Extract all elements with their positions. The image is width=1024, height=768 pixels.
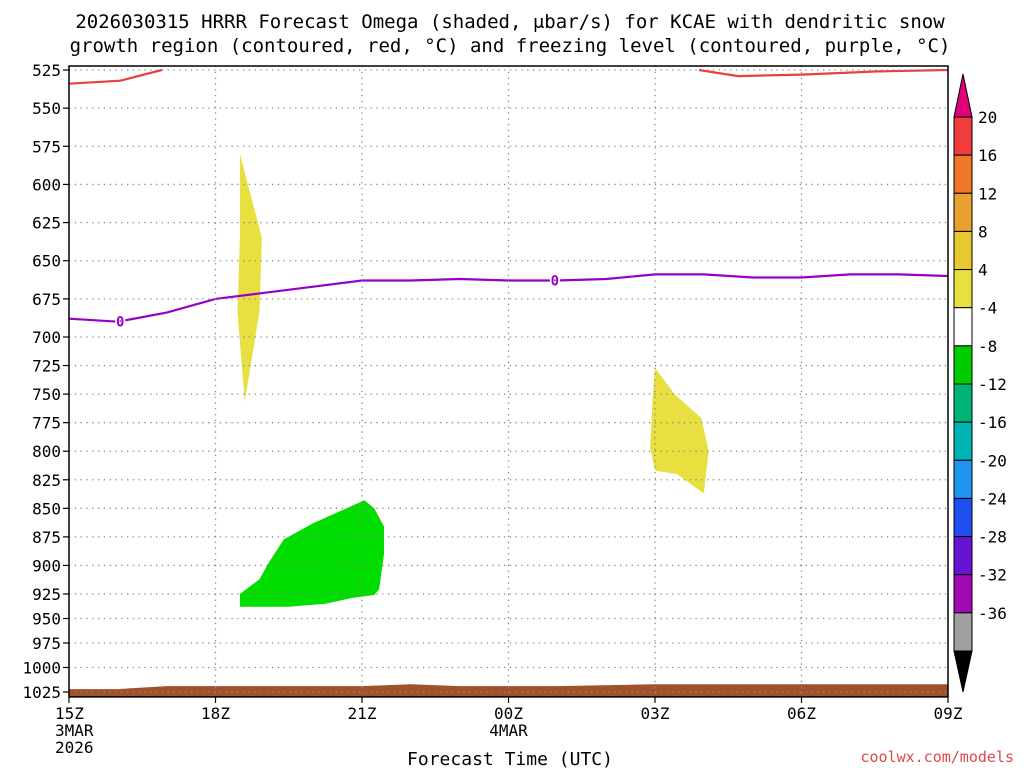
colorbar-top-arrow [953, 73, 973, 118]
axes: 525 550 575 600 625 650 675 700 725 750 775 800 825 8… [22, 61, 962, 757]
x-tick-label-0: 15Z [55, 704, 84, 723]
y-tick-label-14: 875 [32, 528, 61, 547]
freezing-level-label-1: 0 [551, 274, 559, 290]
colorbar-label-1: 16 [978, 146, 997, 165]
plot-area: 00 [69, 68, 948, 697]
colorbar-box-4 [953, 269, 973, 309]
x-tick-year-0: 2026 [55, 738, 94, 757]
plot-frame [68, 65, 949, 698]
colorbar-box-1 [953, 154, 973, 194]
y-tick-label-16: 925 [32, 585, 61, 604]
y-tick-label-13: 850 [32, 499, 61, 518]
colorbar-label-0: 20 [978, 108, 997, 127]
colorbar-box-12 [953, 574, 973, 614]
y-tick-label-20: 1025 [22, 683, 61, 702]
y-tick-label-12: 825 [32, 471, 61, 490]
y-tick-label-6: 675 [32, 290, 61, 309]
y-tick-label-15: 900 [32, 556, 61, 575]
colorbar-box-6 [953, 345, 973, 385]
y-tick-label-1: 550 [32, 99, 61, 118]
colorbar-bottom-arrow [953, 650, 973, 693]
y-tick-label-19: 1000 [22, 659, 61, 678]
y-tick-label-11: 800 [32, 442, 61, 461]
colorbar-box-11 [953, 536, 973, 576]
y-tick-label-5: 650 [32, 252, 61, 271]
x-tick-label-3: 00Z [494, 704, 523, 723]
y-tick-label-8: 725 [32, 357, 61, 376]
y-tick-label-4: 625 [32, 214, 61, 233]
y-tick-label-7: 700 [32, 328, 61, 347]
x-tick-label-6: 09Z [934, 704, 963, 723]
colorbar-label-10: -24 [978, 489, 1007, 508]
dgz-contour-0 [69, 68, 163, 85]
x-tick-label-1: 18Z [201, 704, 230, 723]
colorbar-box-7 [953, 383, 973, 423]
colorbar: 20 16 12 8 4 -4 -8 -12 -16 -20 -24 -28 -32 -36 [953, 73, 1007, 693]
y-tick-label-17: 950 [32, 610, 61, 629]
colorbar-box-2 [953, 192, 973, 232]
chart-title-line-2: growth region (contoured, red, °C) and f… [70, 35, 951, 57]
x-tick-sublabel-0: 3MAR [55, 721, 94, 740]
terrain-ground [69, 684, 948, 697]
x-axis-label: Forecast Time (UTC) [407, 749, 613, 768]
colorbar-label-12: -32 [978, 566, 1007, 585]
x-tick-label-5: 06Z [787, 704, 816, 723]
y-tick-label-18: 975 [32, 634, 61, 653]
chart-title-line-1: 2026030315 HRRR Forecast Omega (shaded, … [75, 11, 945, 33]
colorbar-box-10 [953, 497, 973, 538]
colorbar-box-8 [953, 421, 973, 461]
dgz-contour-1 [698, 68, 948, 78]
colorbar-label-7: -12 [978, 375, 1007, 394]
colorbar-label-8: -16 [978, 413, 1007, 432]
freezing-label-bg-1 [549, 273, 560, 288]
omega-region-0 [237, 153, 262, 403]
x-tick-label-4: 03Z [641, 704, 670, 723]
colorbar-label-6: -8 [978, 337, 997, 356]
freezing-level-label-0: 0 [116, 314, 124, 330]
y-tick-label-9: 750 [32, 385, 61, 404]
y-tick-label-0: 525 [32, 61, 61, 80]
plot-clipped-group: 00 [69, 68, 948, 697]
gridlines [69, 66, 948, 697]
colorbar-label-2: 12 [978, 184, 997, 203]
colorbar-box-13 [953, 612, 973, 652]
omega-region-1 [650, 367, 709, 494]
x-tick-label-2: 21Z [348, 704, 377, 723]
colorbar-box-9 [953, 459, 973, 499]
omega-region-2 [239, 500, 384, 607]
y-tick-label-10: 775 [32, 414, 61, 433]
colorbar-label-4: 4 [978, 261, 988, 280]
colorbar-box-3 [953, 230, 973, 271]
y-tick-label-3: 600 [32, 175, 61, 194]
site-credit: coolwx.com/models [860, 748, 1014, 766]
colorbar-box-0 [953, 116, 973, 156]
x-tick-sublabel-3: 4MAR [489, 721, 528, 740]
colorbar-label-5: -4 [978, 299, 997, 318]
colorbar-label-3: 8 [978, 222, 988, 241]
colorbar-box-5 [953, 307, 973, 347]
freezing-label-bg-0 [115, 314, 126, 329]
y-tick-label-2: 575 [32, 137, 61, 156]
colorbar-label-13: -36 [978, 604, 1007, 623]
colorbar-label-11: -28 [978, 528, 1007, 547]
colorbar-label-9: -20 [978, 451, 1007, 470]
